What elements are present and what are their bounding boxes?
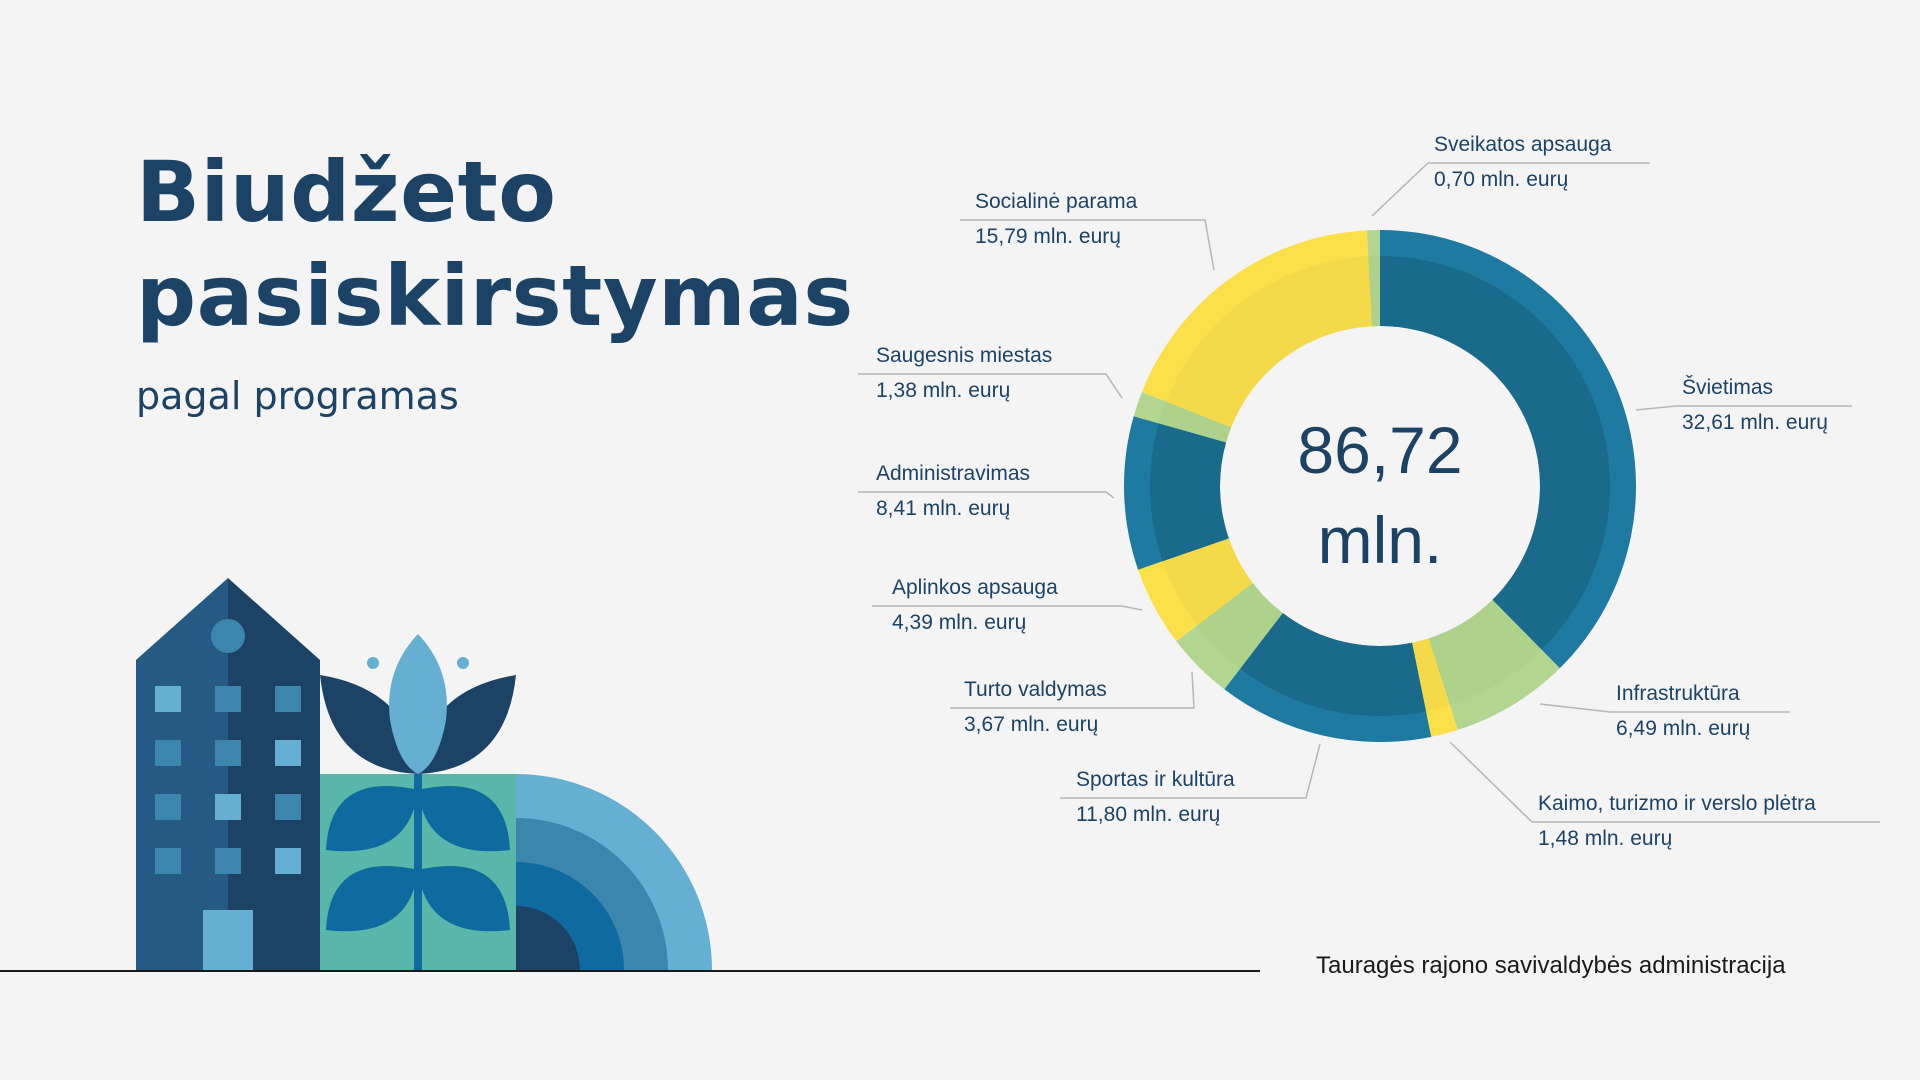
slice-name-label: Švietimas xyxy=(1682,376,1773,399)
slice-value-label: 0,70 mln. eurų xyxy=(1434,168,1568,191)
ground-line xyxy=(0,970,1260,972)
leader-line xyxy=(1060,743,1321,799)
slice-name-label: Aplinkos apsauga xyxy=(892,576,1058,599)
leader-line xyxy=(960,219,1215,271)
tulip-icon xyxy=(320,634,516,774)
center-total-unit: mln. xyxy=(1318,503,1443,577)
donut-slice-inner xyxy=(1197,583,1283,669)
footer-organization: Tauragės rajono savivaldybės administrac… xyxy=(1316,952,1786,979)
donut-slice-inner xyxy=(1428,599,1542,706)
slice-name-label: Socialinė parama xyxy=(975,190,1138,213)
leader-line xyxy=(1635,405,1852,411)
slice-value-label: 4,39 mln. eurų xyxy=(892,611,1026,634)
slice-name-label: Sveikatos apsauga xyxy=(1434,133,1612,156)
slice-value-label: 11,80 mln. eurų xyxy=(1076,803,1220,826)
leader-line xyxy=(1449,741,1880,823)
slice-value-label: 8,41 mln. eurų xyxy=(876,497,1010,520)
donut-slice-inner xyxy=(1240,613,1427,716)
leader-line xyxy=(858,491,1115,499)
slice-value-label: 15,79 mln. eurų xyxy=(975,225,1121,248)
donut-slice-inner xyxy=(1368,256,1380,327)
donut-slice-inner xyxy=(1166,256,1372,428)
leader-line xyxy=(950,671,1195,709)
title-line-2: pasiskirstymas xyxy=(136,247,854,345)
donut-slice-inner xyxy=(1380,256,1610,650)
slice-value-label: 6,49 mln. eurų xyxy=(1616,717,1750,740)
page-subtitle: pagal programas xyxy=(136,374,459,418)
slice-name-label: Saugesnis miestas xyxy=(876,344,1052,367)
donut-slice-inner xyxy=(1149,423,1229,562)
donut-slice-inner xyxy=(1412,638,1450,712)
slice-value-label: 32,61 mln. eurų xyxy=(1682,411,1828,434)
donut-slice-inner xyxy=(1162,538,1253,626)
slice-name-label: Sportas ir kultūra xyxy=(1076,768,1235,791)
building-icon xyxy=(136,578,320,970)
slice-value-label: 1,38 mln. eurų xyxy=(876,379,1010,402)
slice-name-label: Turto valdymas xyxy=(964,678,1107,701)
slice-name-label: Infrastruktūra xyxy=(1616,682,1740,705)
center-total-value: 86,72 xyxy=(1297,413,1462,487)
rainbow-arcs xyxy=(480,774,712,970)
slice-name-label: Kaimo, turizmo ir verslo plėtra xyxy=(1538,792,1816,815)
slice-name-label: Administravimas xyxy=(876,462,1030,485)
leader-line xyxy=(858,373,1123,399)
leader-line xyxy=(872,605,1143,611)
title-line-1: Biudžeto xyxy=(136,143,557,241)
slice-value-label: 3,67 mln. eurų xyxy=(964,713,1098,736)
page-title: Biudžeto pasiskirstymas xyxy=(136,140,854,348)
donut-slice-inner xyxy=(1158,401,1232,443)
leaf-block xyxy=(320,774,516,970)
slice-value-label: 1,48 mln. eurų xyxy=(1538,827,1672,850)
leader-line xyxy=(1539,703,1790,713)
leader-line xyxy=(1371,162,1650,217)
